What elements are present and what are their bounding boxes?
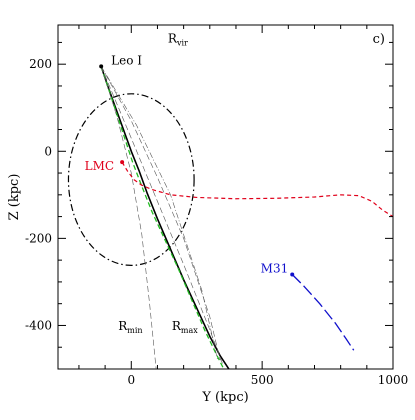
object-label-leo-i: Leo I (111, 53, 142, 67)
series-line-7 (291, 274, 355, 351)
y-tick-label: 0 (44, 144, 52, 158)
rvir-ellipse (67, 93, 195, 266)
series-line-1 (100, 66, 225, 369)
series-line-4 (100, 66, 221, 361)
x-tick-label: 500 (251, 373, 274, 387)
object-marker-m31 (290, 272, 295, 277)
x-tick-label: 1000 (378, 373, 409, 387)
y-tick-label: -400 (25, 318, 52, 332)
y-tick-label: -200 (25, 231, 52, 245)
y-tick-label: 200 (29, 57, 52, 71)
x-tick-label: 0 (127, 373, 135, 387)
series-line-5 (100, 66, 218, 361)
rvir-label: Rvir (168, 31, 188, 47)
y-axis-label: Z (kpc) (7, 174, 22, 221)
object-label-m31: M31 (261, 262, 289, 276)
annotation-rmin: Rmin (118, 319, 142, 335)
series-line-3 (100, 66, 157, 369)
panel-label: c) (373, 32, 385, 47)
object-marker-leo-i (99, 64, 104, 69)
series-line-6 (121, 161, 393, 218)
object-label-lmc: LMC (85, 159, 114, 173)
object-marker-lmc (120, 160, 125, 165)
x-axis-label: Y (kpc) (201, 390, 248, 405)
plot-frame (57, 24, 394, 370)
series-line-2 (100, 66, 224, 365)
series-line-0 (100, 66, 230, 369)
annotation-rmax: Rmax (172, 319, 198, 335)
